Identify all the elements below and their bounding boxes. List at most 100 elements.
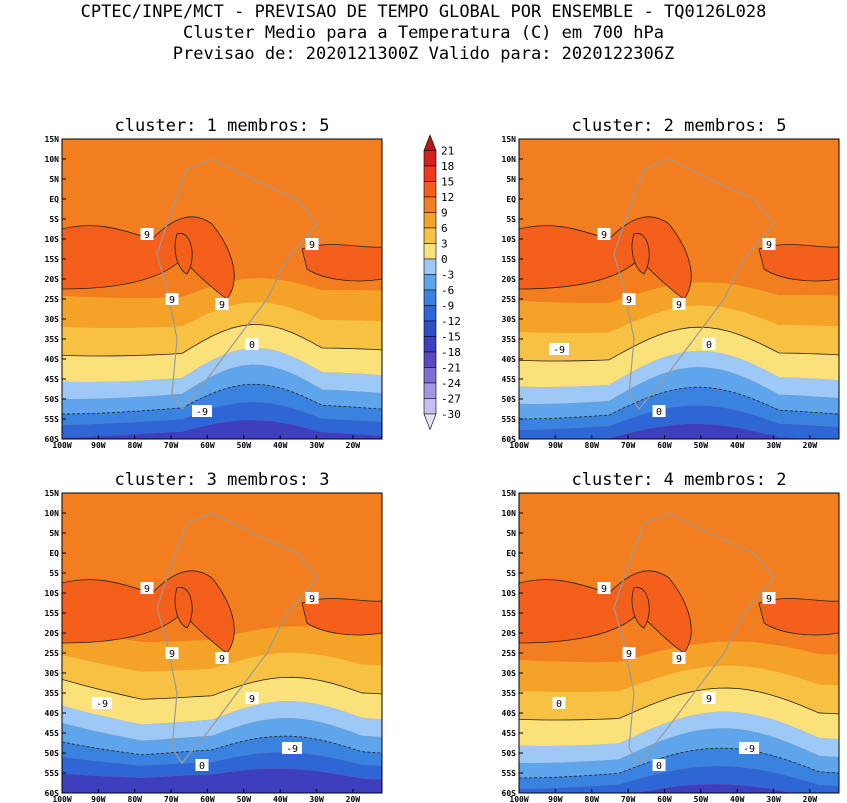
- warm-region: [631, 587, 650, 629]
- lat-tick-label: 40S: [502, 709, 517, 718]
- lon-tick-label: 60W: [657, 441, 672, 450]
- warm-region: [758, 598, 839, 636]
- lat-tick-label: 10N: [502, 509, 517, 518]
- lon-tick-label: 70W: [164, 441, 179, 450]
- lat-tick-label: 60S: [502, 435, 517, 444]
- lon-tick-label: 80W: [128, 441, 143, 450]
- lon-tick-label: 80W: [128, 795, 143, 803]
- colorbar-label: -27: [441, 393, 461, 406]
- lon-tick-label: 20W: [346, 441, 361, 450]
- lon-tick-label: 70W: [621, 795, 636, 803]
- colorbar-swatch: [423, 413, 437, 431]
- svg-text:9: 9: [626, 295, 632, 306]
- svg-text:-9: -9: [553, 345, 565, 356]
- lat-tick-label: 15N: [45, 489, 60, 498]
- lat-tick-label: 30S: [45, 669, 60, 678]
- panel-title-2: cluster: 2 membros: 5: [572, 116, 787, 136]
- colorbar-swatch: [423, 382, 437, 399]
- warm-region: [174, 233, 193, 275]
- lon-tick-label: 100W: [509, 441, 528, 450]
- lon-tick-label: 30W: [766, 441, 781, 450]
- lat-tick-label: 20S: [45, 629, 60, 638]
- contour-label: 0: [195, 759, 209, 772]
- colorbar-swatch: [423, 165, 437, 182]
- map-panel-1: cluster: 1 membros: 5 9 9 9 9 0 -9 15N 10N 5N EQ 5S…: [45, 116, 383, 450]
- lat-tick-label: 15S: [45, 609, 60, 618]
- warm-region: [301, 244, 382, 282]
- lon-tick-label: 90W: [91, 795, 106, 803]
- continent-outline: [613, 158, 775, 411]
- lat-tick-label: 30S: [502, 315, 517, 324]
- colorbar-label: 3: [441, 238, 448, 251]
- lon-tick-label: 80W: [585, 795, 600, 803]
- lon-tick-label: 100W: [52, 441, 71, 450]
- panel-field-2: 9 9 9 9 0 0 -9: [519, 139, 839, 439]
- contour-label: -9: [549, 343, 569, 356]
- header-line-1: CPTEC/INPE/MCT - PREVISAO DE TEMPO GLOBA…: [80, 2, 767, 22]
- panel-title-1: cluster: 1 membros: 5: [115, 116, 330, 136]
- lat-tick-label: 35S: [45, 335, 60, 344]
- svg-text:9: 9: [626, 649, 632, 660]
- lat-tick-label: EQ: [506, 549, 516, 558]
- panel-title-3: cluster: 3 membros: 3: [115, 470, 330, 490]
- lat-tick-label: 10S: [502, 589, 517, 598]
- warm-region: [758, 244, 839, 282]
- lat-tick-label: 15N: [502, 135, 517, 144]
- colorbar-label: 12: [441, 191, 454, 204]
- contour-label: 9: [305, 238, 319, 251]
- contour-label: 9: [672, 298, 686, 311]
- svg-text:-9: -9: [196, 407, 208, 418]
- contour-label: -9: [92, 697, 112, 710]
- lat-tick-label: 50S: [502, 749, 517, 758]
- colorbar-label: -6: [441, 284, 454, 297]
- contour-label: 0: [245, 338, 259, 351]
- lat-tick-label: 45S: [502, 729, 517, 738]
- svg-text:9: 9: [144, 230, 150, 241]
- colorbar-swatch: [423, 196, 437, 213]
- lon-tick-label: 70W: [164, 795, 179, 803]
- colorbar-swatch: [423, 289, 437, 306]
- continent-outline: [156, 512, 318, 765]
- colorbar-swatch: [423, 134, 437, 151]
- lat-tick-label: 20S: [502, 629, 517, 638]
- contour-label: 9: [140, 228, 154, 241]
- colorbar-label: 15: [441, 176, 454, 189]
- colorbar-label: -9: [441, 300, 454, 313]
- lat-tick-label: 15S: [502, 255, 517, 264]
- lon-tick-label: 90W: [548, 795, 563, 803]
- colorbar-swatch: [423, 305, 437, 322]
- lat-tick-label: 60S: [45, 435, 60, 444]
- lon-tick-label: 40W: [273, 795, 288, 803]
- colorbar: 21 18 15 12 9 6 3 0 -3 -6 -9 -12 -15 -18 -21 -24 -27 -30: [423, 134, 461, 431]
- contour-label: 9: [215, 652, 229, 665]
- lat-tick-label: 55S: [502, 415, 517, 424]
- panel-field-3: 9 9 9 9 9 0 -9 -9: [62, 493, 382, 793]
- svg-text:0: 0: [706, 340, 712, 351]
- contour-label: 9: [762, 238, 776, 251]
- lon-tick-label: 40W: [730, 441, 745, 450]
- svg-text:0: 0: [249, 340, 255, 351]
- lat-tick-label: 20S: [45, 275, 60, 284]
- svg-text:9: 9: [249, 694, 255, 705]
- lat-tick-label: 10N: [45, 155, 60, 164]
- contour-label: 9: [165, 647, 179, 660]
- lat-tick-label: 40S: [45, 355, 60, 364]
- svg-text:0: 0: [199, 761, 205, 772]
- lon-tick-label: 60W: [657, 795, 672, 803]
- continent-outline: [613, 512, 775, 765]
- lat-tick-label: 45S: [45, 375, 60, 384]
- contour-label: 9: [672, 652, 686, 665]
- contour-label: 9: [305, 592, 319, 605]
- lat-tick-label: 35S: [502, 335, 517, 344]
- panel-frame: [518, 492, 840, 794]
- lat-tick-label: 25S: [502, 649, 517, 658]
- lat-tick-label: 35S: [45, 689, 60, 698]
- lon-tick-label: 80W: [585, 441, 600, 450]
- svg-text:9: 9: [601, 230, 607, 241]
- contour-label: 0: [652, 759, 666, 772]
- contour-label: 9: [702, 692, 716, 705]
- colorbar-swatch: [423, 336, 437, 353]
- lat-tick-label: 40S: [45, 709, 60, 718]
- lon-tick-label: 50W: [237, 441, 252, 450]
